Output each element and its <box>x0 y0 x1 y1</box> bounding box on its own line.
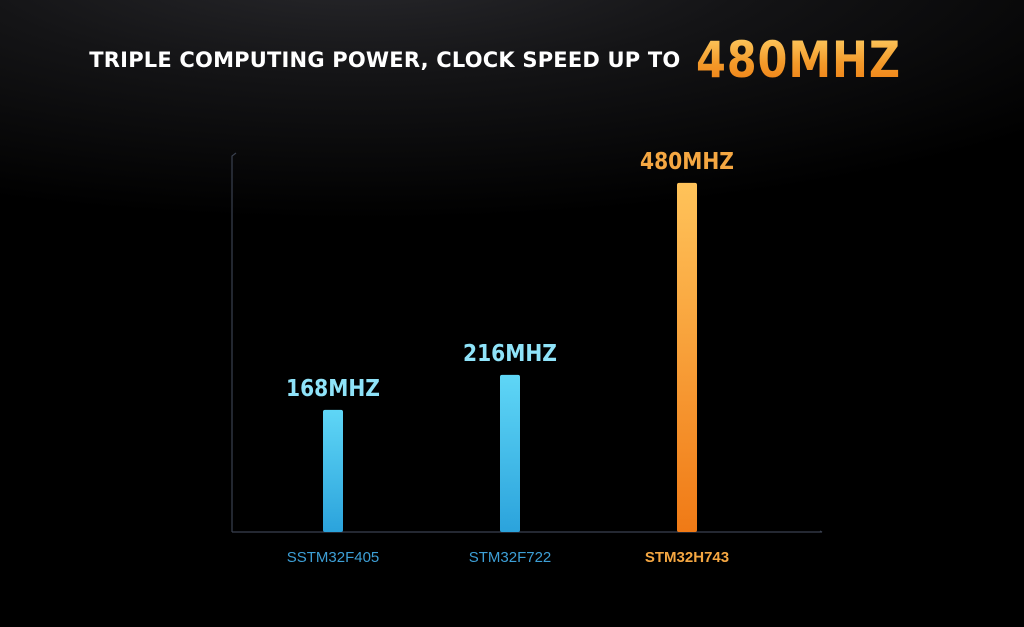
bar-stm32h743 <box>677 182 697 532</box>
data-label: 216MHZ <box>463 341 557 368</box>
data-label: 168MHZ <box>286 376 380 403</box>
headline-highlight: 480MHZ <box>696 31 902 89</box>
bar-sstm32f405 <box>323 409 343 532</box>
headline-text: TRIPLE COMPUTING POWER, CLOCK SPEED UP T… <box>89 48 681 72</box>
category-label: SSTM32F405 <box>287 549 380 566</box>
category-label: STM32F722 <box>469 549 552 566</box>
headline: TRIPLE COMPUTING POWER, CLOCK SPEED UP T… <box>0 28 1024 92</box>
data-label: 480MHZ <box>640 149 734 176</box>
bar-stm32f722 <box>500 374 520 532</box>
category-label: STM32H743 <box>645 549 729 566</box>
y-axis-line <box>231 152 237 532</box>
x-axis-line <box>232 530 823 533</box>
